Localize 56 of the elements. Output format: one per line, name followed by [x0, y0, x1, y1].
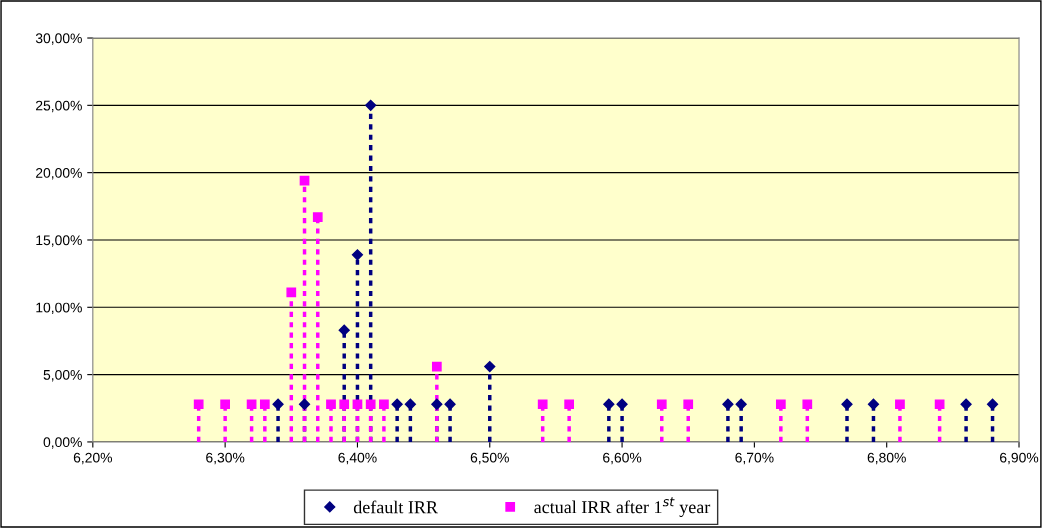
point [431, 361, 442, 372]
legend-label: actual IRR after 1$^{st}$ year [534, 497, 711, 517]
point [352, 399, 363, 410]
x-tick-label: 6,60% [603, 452, 642, 465]
point [431, 398, 443, 410]
x-tick-label: 6,30% [206, 452, 245, 465]
point [339, 399, 350, 410]
y-tick-label: 15,00% [36, 235, 82, 247]
point [193, 399, 204, 410]
y-tick-label: 5,00% [43, 369, 82, 382]
y-tick-label: 10,00% [36, 302, 82, 315]
x-tick-label: 6,50% [470, 452, 509, 465]
y-tick-label: 25,00% [36, 100, 82, 113]
point [867, 398, 880, 410]
point [220, 399, 231, 410]
point [246, 399, 257, 410]
point [603, 398, 615, 410]
point [960, 398, 972, 410]
point [841, 398, 853, 410]
y-tick-label: 0,00% [43, 437, 82, 449]
point [444, 398, 456, 410]
point [312, 212, 323, 222]
point [286, 287, 297, 298]
point [934, 399, 945, 410]
point [986, 398, 999, 410]
x-tick-label: 6,80% [867, 452, 906, 465]
point [537, 399, 548, 410]
point [299, 175, 310, 186]
point [722, 398, 734, 410]
point [298, 398, 311, 410]
point [259, 399, 270, 410]
point [683, 399, 694, 410]
point [338, 324, 350, 336]
point [484, 360, 496, 373]
point [616, 398, 628, 410]
point [735, 398, 747, 410]
point [365, 99, 377, 111]
point [379, 399, 389, 410]
point [895, 399, 905, 410]
point [775, 399, 786, 410]
point [564, 399, 575, 410]
x-tick-label: 6,20% [73, 452, 113, 465]
point [365, 399, 376, 410]
point [351, 249, 364, 261]
y-tick-label: 30,00% [35, 33, 82, 45]
point [404, 398, 416, 410]
point [272, 398, 284, 410]
point [802, 399, 813, 410]
x-tick-label: 6,70% [735, 452, 774, 465]
x-tick-label: 6,90% [1000, 452, 1039, 465]
point [656, 399, 667, 410]
point [391, 398, 403, 410]
x-tick-label: 6,40% [338, 452, 377, 465]
point [326, 399, 336, 410]
legend-label: default IRR [353, 500, 438, 514]
y-tick-label: 20,00% [36, 167, 82, 180]
